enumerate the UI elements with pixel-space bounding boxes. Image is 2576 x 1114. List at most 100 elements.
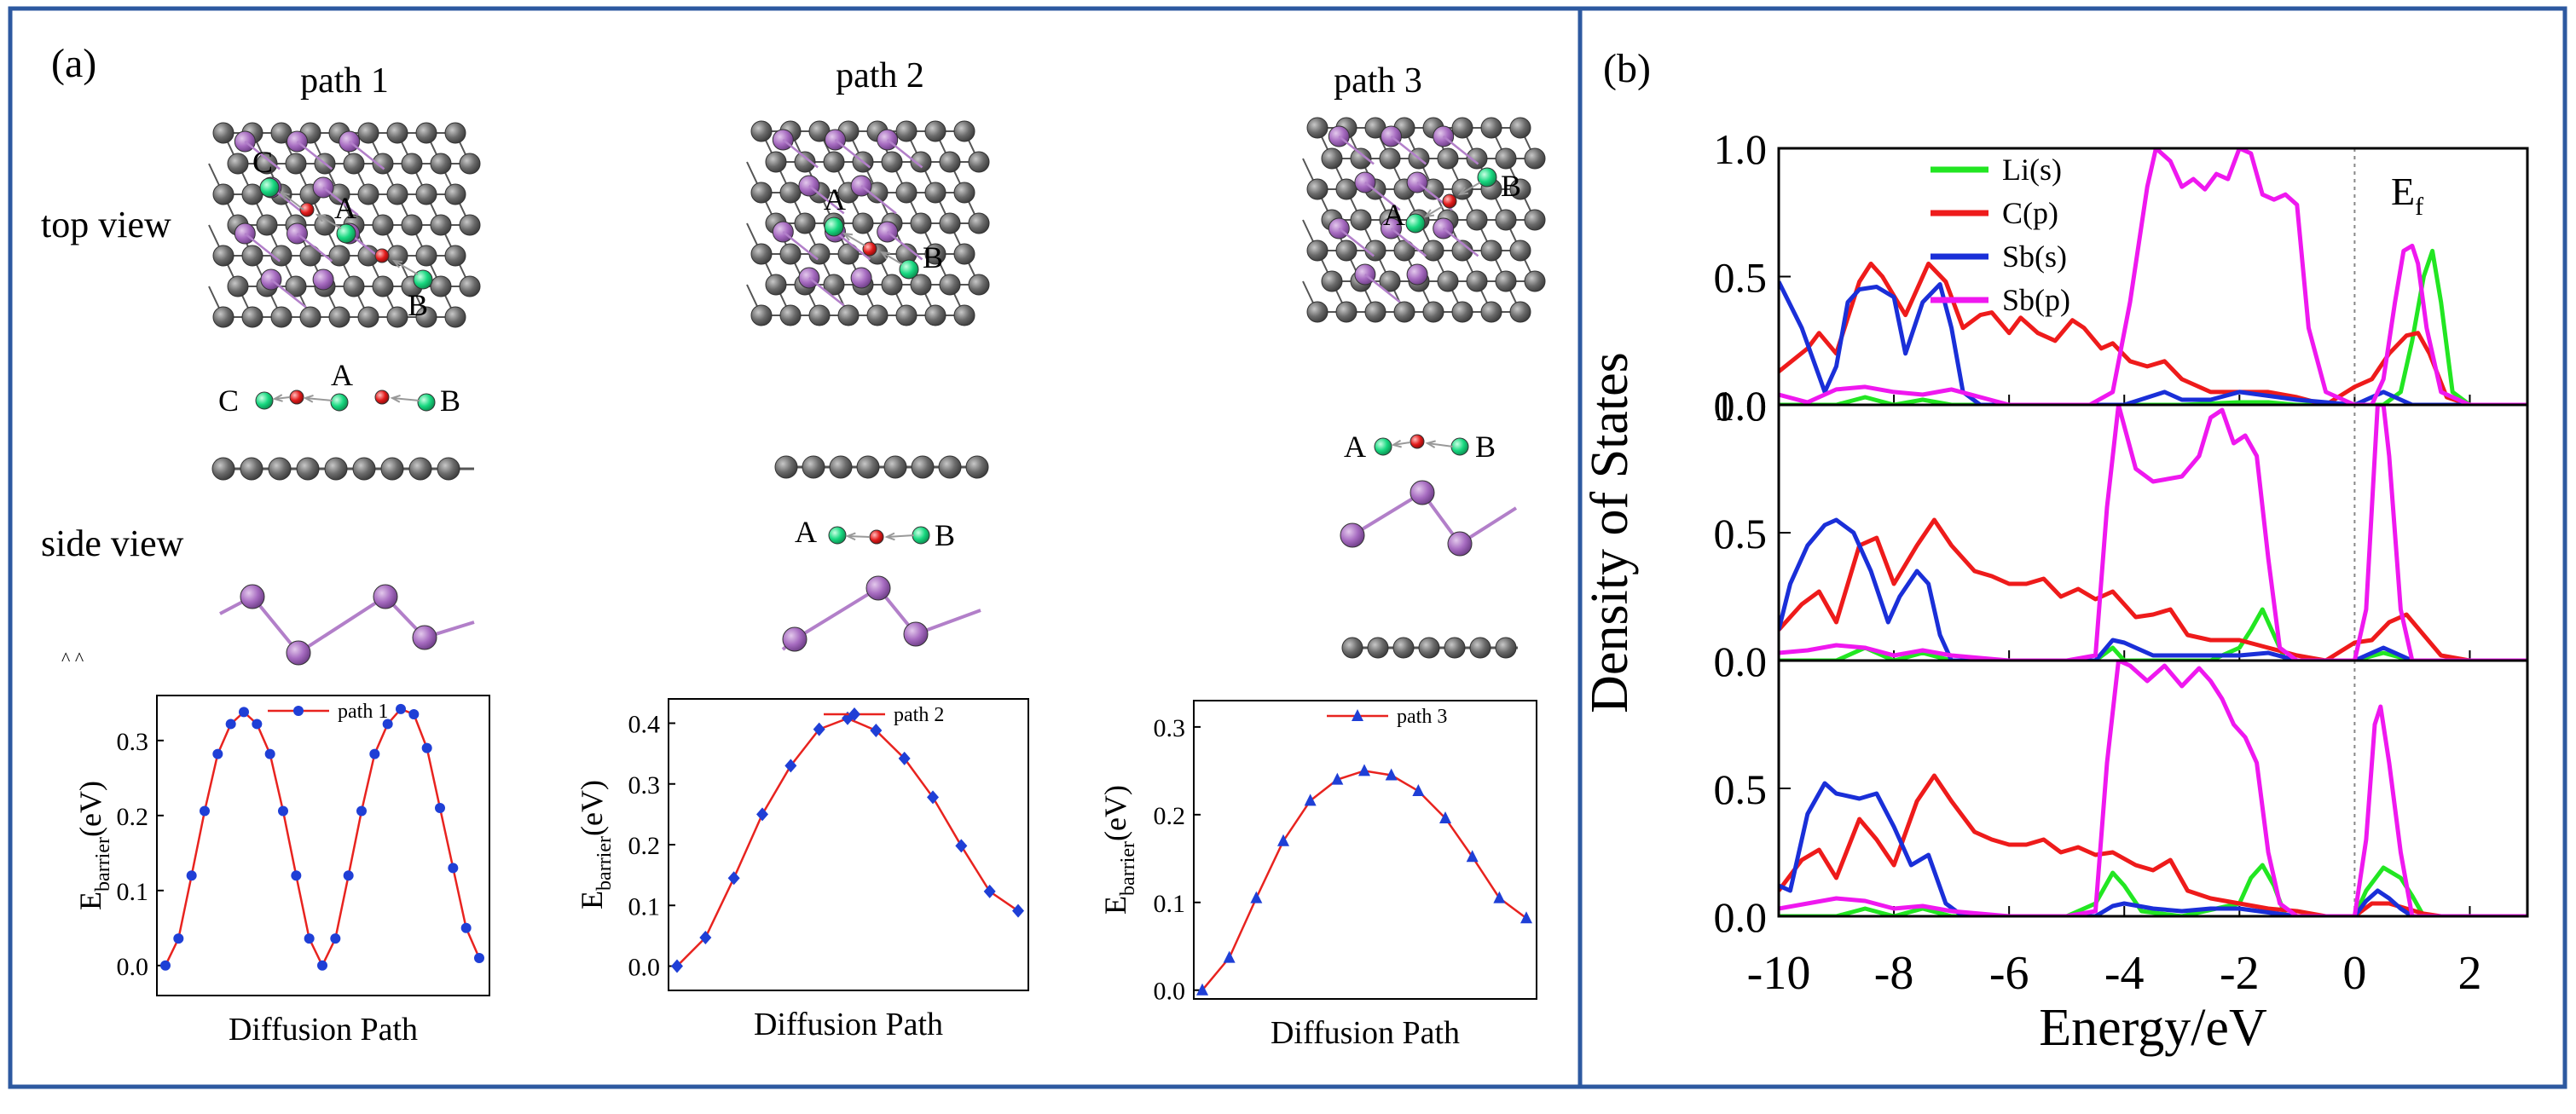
dos-curve-sbp: [1779, 661, 2527, 916]
y-tick-label: 1.0: [1714, 382, 1768, 430]
p2-side-label-a: A: [795, 515, 817, 549]
dos-panel-3: 0.0 0.5: [1714, 659, 2529, 941]
sb-bond: [1338, 136, 1375, 165]
y-axis-label: Density of States: [1581, 352, 1639, 713]
carbon-atom: [1437, 147, 1459, 170]
carbon-atom: [240, 457, 263, 481]
carbon-atom: [430, 214, 452, 236]
carbon-atom: [314, 214, 336, 236]
legend-marker: [848, 707, 860, 721]
data-point: [369, 748, 380, 759]
path-1-title: path 1: [300, 61, 389, 101]
y-tick-label: 0.2: [1154, 802, 1186, 830]
data-point: [1277, 834, 1289, 846]
li-atom-a: [1374, 437, 1392, 456]
carbon-atom: [1364, 240, 1386, 262]
carbon-atom: [1480, 117, 1502, 139]
legend-marker: [1352, 709, 1363, 721]
stray-mark: ^ ^: [61, 648, 84, 669]
carbon-atom: [852, 212, 874, 234]
plot-frame: [1777, 659, 2529, 918]
y-tick-label: 0.3: [628, 771, 661, 799]
arrow-head: [884, 532, 895, 541]
carbon-atom: [444, 306, 466, 328]
y-tick-label: 0.5: [1714, 510, 1768, 557]
arrow-head: [1457, 187, 1469, 196]
dos-panel-1: 0.0 0.5 1.0: [1714, 125, 2529, 430]
sb-bond: [270, 279, 307, 309]
carbon-atom: [1466, 270, 1488, 292]
y-tick-label: 0.0: [1714, 382, 1768, 430]
carbon-atom: [1451, 117, 1473, 139]
carbon-atom: [285, 275, 307, 297]
carbon-atom: [1379, 147, 1401, 170]
top-view-label: top view: [41, 204, 171, 245]
data-point: [927, 790, 939, 805]
diffusion-arrow: [1459, 182, 1481, 195]
carbon-atom: [883, 455, 907, 479]
x-tick-label: -10: [1747, 947, 1811, 1000]
x-axis-label: Diffusion Path: [229, 1012, 418, 1048]
barrier-line: [676, 717, 1019, 967]
dos-curve-lis: [1779, 863, 2527, 916]
data-point: [173, 933, 184, 944]
carbon-atom: [895, 182, 918, 204]
carbon-atom: [750, 304, 773, 326]
carbon-atom: [808, 243, 831, 265]
carbon-atom: [1451, 301, 1473, 323]
sb-bond: [808, 185, 845, 215]
carbon-atom: [895, 304, 918, 326]
data-point: [1520, 911, 1532, 924]
x-tick-label: -2: [2220, 947, 2260, 1000]
carbon-atom: [1466, 209, 1488, 231]
carbon-atom: [343, 275, 365, 297]
carbon-atom: [430, 153, 452, 175]
legend-label: Sb(p): [2002, 283, 2070, 317]
y-axis-label: Ebarrier(eV): [575, 780, 616, 909]
sb-bond: [322, 187, 359, 216]
sb-atom: [850, 267, 872, 289]
data-point: [421, 742, 432, 753]
carbon-atom: [924, 243, 946, 265]
y-tick-label: 0.5: [1714, 254, 1768, 302]
data-point: [278, 805, 288, 817]
carbon-atom: [357, 306, 379, 328]
carbon-atom: [372, 153, 394, 175]
y-tick-label: 0.1: [117, 878, 149, 906]
diffusion-arrow: [843, 233, 865, 246]
carbon-atom: [285, 153, 307, 175]
carbon-atom: [808, 304, 831, 326]
carbon-atom: [459, 275, 481, 297]
atomic-structures: [208, 117, 1546, 666]
y-tick-label: 0.4: [628, 711, 661, 739]
sb-bond: [296, 141, 333, 170]
carbon-atom: [241, 245, 263, 267]
y-tick-label: 0.1: [1154, 890, 1186, 918]
carbon-atom: [1509, 117, 1531, 139]
carbon-atom: [1393, 301, 1415, 323]
data-point: [1331, 772, 1344, 785]
dos-curve-sbs: [1779, 280, 2527, 405]
carbon-atom: [779, 304, 802, 326]
carbon-atom: [1350, 209, 1372, 231]
dos-curve-sbs: [1779, 781, 2527, 916]
sb-bond: [1442, 136, 1479, 165]
sb-bond: [1390, 136, 1427, 165]
data-point: [1196, 983, 1208, 996]
y-tick-label: 0.0: [1714, 638, 1768, 685]
data-point: [252, 719, 263, 730]
dos-curve-cp: [1779, 517, 2527, 661]
carbon-atom: [328, 306, 350, 328]
y-tick-label: 0.3: [117, 728, 149, 756]
li-atom-b: [899, 259, 919, 280]
data-point: [1439, 811, 1451, 823]
sb-atom: [903, 621, 929, 647]
carbon-atom: [1379, 270, 1401, 292]
p1-side-label-b: B: [440, 384, 460, 418]
legend-label: path 1: [338, 701, 388, 723]
carbon-atom: [1509, 178, 1531, 200]
carbon-atom: [1495, 637, 1517, 659]
carbon-atom: [881, 274, 903, 296]
transition-atom: [374, 390, 390, 405]
data-point: [671, 959, 683, 973]
